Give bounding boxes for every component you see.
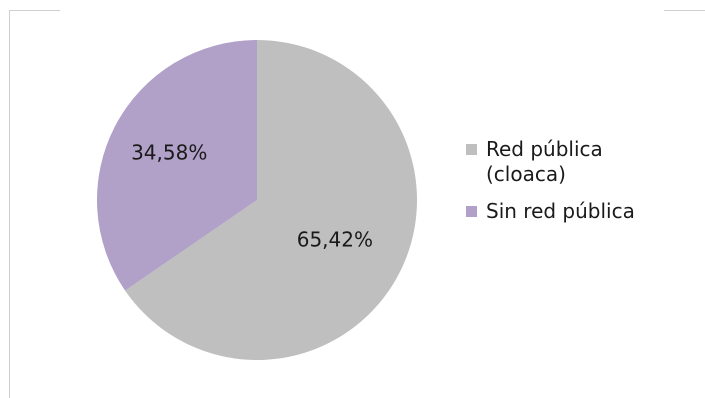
chart-frame-line [9, 10, 10, 398]
legend-item-sin-red-publica: Sin red pública [466, 199, 666, 224]
chart-frame-line [10, 10, 60, 11]
legend-swatch [466, 206, 477, 217]
legend-swatch [466, 144, 477, 155]
data-label-red-publica: 65,42% [297, 227, 373, 251]
data-label-sin-red-publica: 34,58% [131, 140, 207, 164]
chart-frame-line [664, 10, 705, 11]
pie-slice-red-publica [125, 40, 417, 360]
legend: Red pública (cloaca) Sin red pública [466, 137, 666, 236]
pie-slice-sin-red-publica [97, 40, 258, 291]
legend-label: Sin red pública [486, 199, 635, 223]
legend-label: Red pública (cloaca) [486, 137, 603, 186]
legend-item-red-publica: Red pública (cloaca) [466, 137, 666, 187]
